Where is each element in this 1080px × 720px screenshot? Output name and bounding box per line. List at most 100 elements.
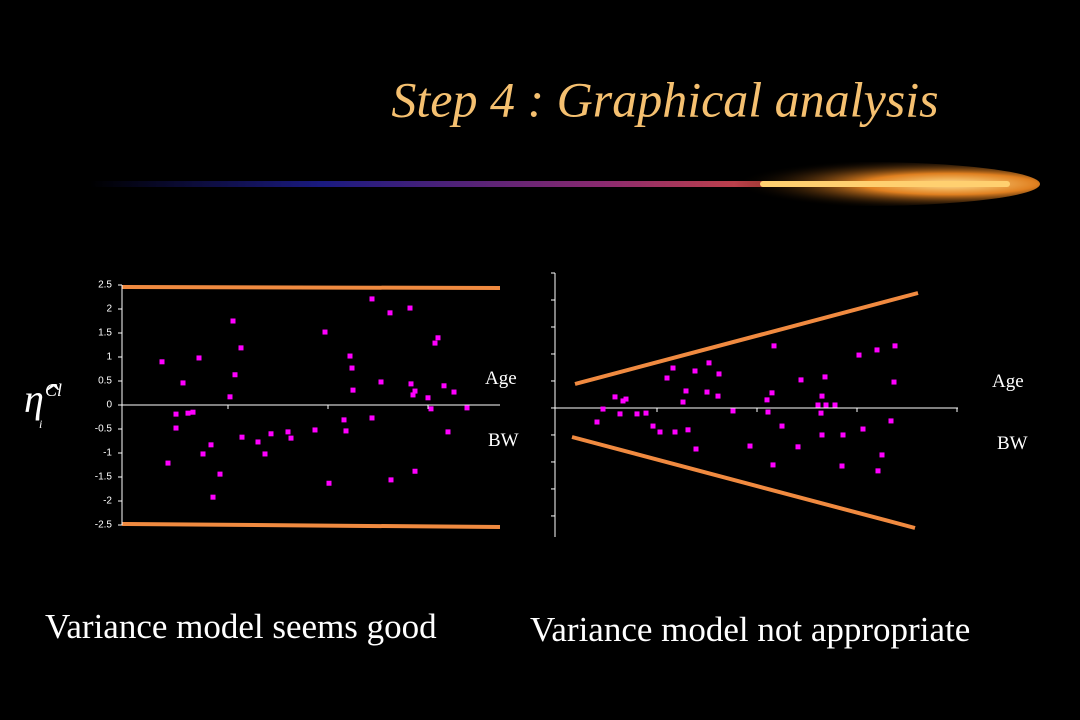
point: [288, 435, 294, 441]
point: [643, 410, 649, 416]
point: [200, 451, 206, 457]
point: [408, 381, 414, 387]
point: [378, 379, 384, 385]
point: [664, 375, 670, 381]
point: [326, 480, 332, 486]
y-tick-label: -2: [103, 496, 112, 507]
point: [210, 494, 216, 500]
point: [369, 415, 375, 421]
point: [769, 390, 775, 396]
point: [706, 360, 712, 366]
point: [798, 377, 804, 383]
y-tick-label: -2.5: [95, 520, 113, 531]
y-tick-label: 1: [106, 352, 112, 363]
point: [173, 411, 179, 417]
point: [715, 393, 721, 399]
point: [764, 397, 770, 403]
point: [860, 426, 866, 432]
point: [407, 305, 413, 311]
point: [730, 408, 736, 414]
point: [892, 343, 898, 349]
point: [672, 429, 678, 435]
point: [693, 446, 699, 452]
point: [612, 394, 618, 400]
point: [832, 402, 838, 408]
point: [464, 405, 470, 411]
point: [875, 468, 881, 474]
point: [180, 380, 186, 386]
point: [823, 402, 829, 408]
point: [255, 439, 261, 445]
point: [765, 409, 771, 415]
limit-line: [121, 285, 501, 290]
point: [412, 468, 418, 474]
y-tick-label: 2.5: [98, 280, 112, 291]
point: [238, 345, 244, 351]
point: [165, 460, 171, 466]
y-tick-label: -0.5: [95, 424, 113, 435]
annotation: BW: [997, 433, 1028, 454]
point: [779, 423, 785, 429]
point: [343, 428, 349, 434]
point: [388, 477, 394, 483]
point: [685, 427, 691, 433]
point: [432, 340, 438, 346]
y-label-sup: Cl: [45, 380, 62, 400]
point: [173, 425, 179, 431]
point: [268, 431, 274, 437]
y-label-sub: i: [39, 417, 42, 431]
limit-line: [121, 522, 501, 529]
point: [425, 395, 431, 401]
point: [716, 371, 722, 377]
point: [634, 411, 640, 417]
point: [322, 329, 328, 335]
point: [747, 443, 753, 449]
point: [239, 434, 245, 440]
point: [680, 399, 686, 405]
y-tick-label: 1.5: [98, 328, 112, 339]
point: [435, 335, 441, 341]
y-tick-label: -1.5: [95, 472, 113, 483]
point: [190, 409, 196, 415]
y-tick-label: 0.5: [98, 376, 112, 387]
point: [856, 352, 862, 358]
point: [657, 429, 663, 435]
point: [670, 365, 676, 371]
point: [217, 471, 223, 477]
point: [347, 353, 353, 359]
point: [840, 432, 846, 438]
point: [410, 392, 416, 398]
point: [874, 347, 880, 353]
point: [770, 462, 776, 468]
point: [819, 432, 825, 438]
point: [795, 444, 801, 450]
underline-core: [760, 181, 1010, 187]
y-tick-label: 0: [106, 400, 112, 411]
point: [312, 427, 318, 433]
point: [285, 429, 291, 435]
point: [227, 394, 233, 400]
point: [822, 374, 828, 380]
point: [387, 310, 393, 316]
point: [232, 372, 238, 378]
point: [891, 379, 897, 385]
point: [262, 451, 268, 457]
point: [839, 463, 845, 469]
point: [620, 398, 626, 404]
point: [683, 388, 689, 394]
point: [428, 406, 434, 412]
point: [879, 452, 885, 458]
point: [441, 383, 447, 389]
point: [208, 442, 214, 448]
point: [451, 389, 457, 395]
y-tick-label: -1: [103, 448, 112, 459]
point: [445, 429, 451, 435]
point: [771, 343, 777, 349]
caption: Variance model seems good: [45, 607, 437, 646]
point: [623, 396, 629, 402]
slide-title: Step 4 : Graphical analysis: [391, 71, 938, 127]
point: [819, 393, 825, 399]
point: [196, 355, 202, 361]
